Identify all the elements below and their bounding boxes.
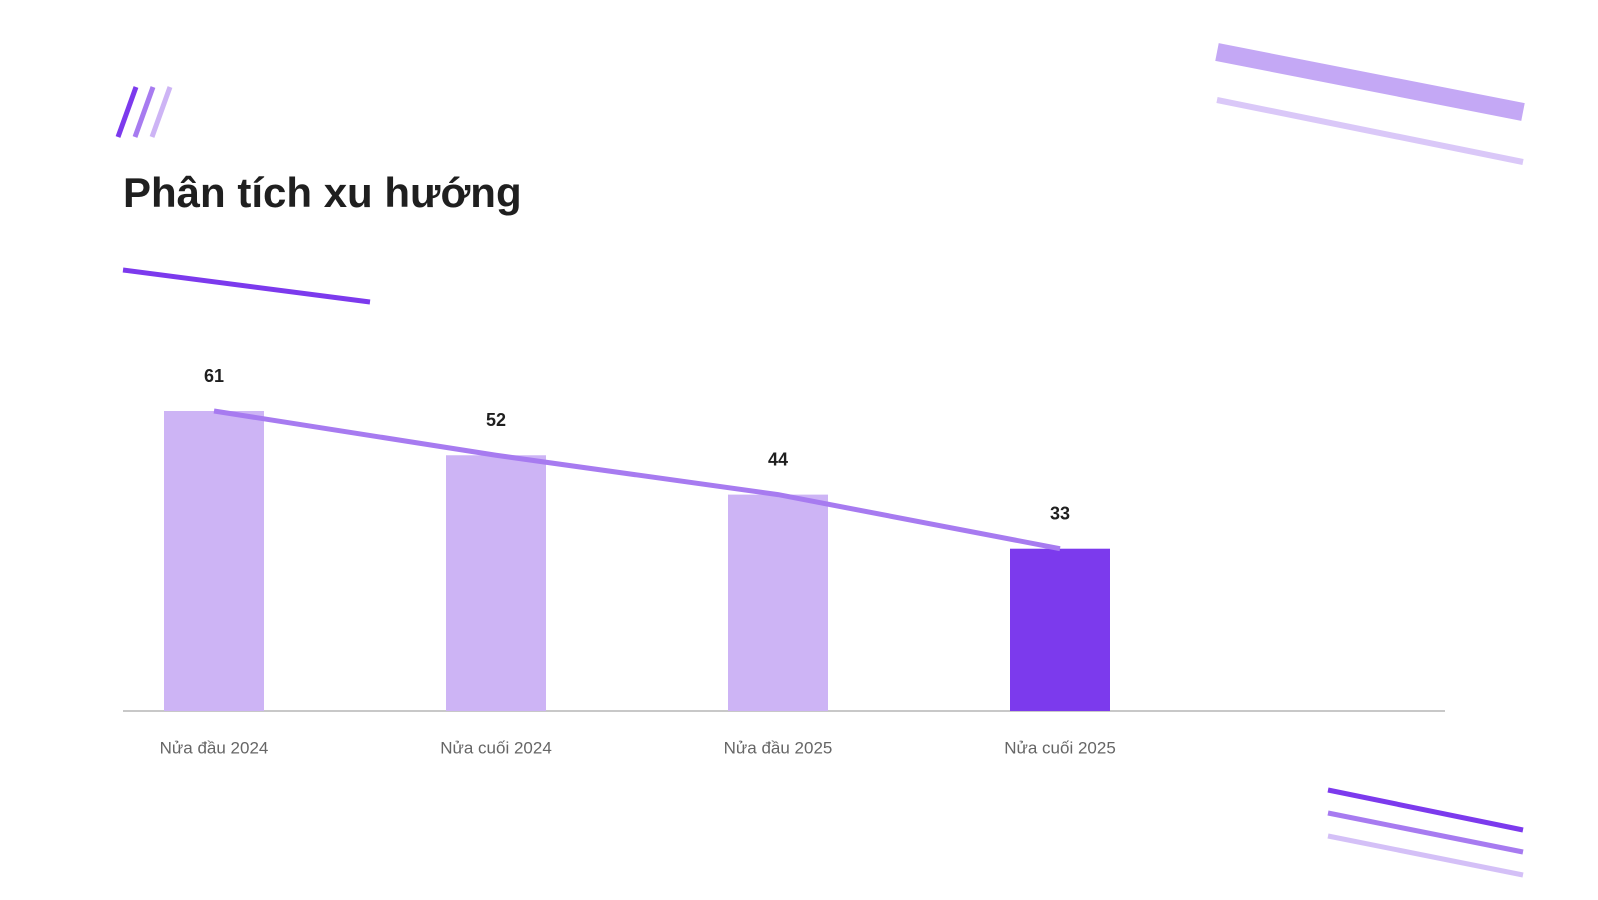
chart-title: Phân tích xu hướng: [123, 169, 522, 216]
value-label: 44: [768, 449, 788, 469]
bar: [446, 455, 546, 711]
x-tick-label: Nửa cuối 2025: [1004, 738, 1116, 757]
decoration: [115, 43, 1525, 878]
x-tick-label: Nửa cuối 2024: [440, 738, 552, 757]
x-tick-label: Nửa đầu 2025: [724, 738, 833, 757]
value-label: 52: [486, 410, 506, 430]
trend-line: [213, 408, 1061, 552]
bar: [164, 411, 264, 711]
x-tick-label: Nửa đầu 2024: [160, 738, 269, 757]
bar: [1010, 548, 1110, 711]
value-label: 33: [1050, 503, 1070, 523]
value-label: 61: [204, 366, 224, 386]
bar: [728, 494, 828, 711]
